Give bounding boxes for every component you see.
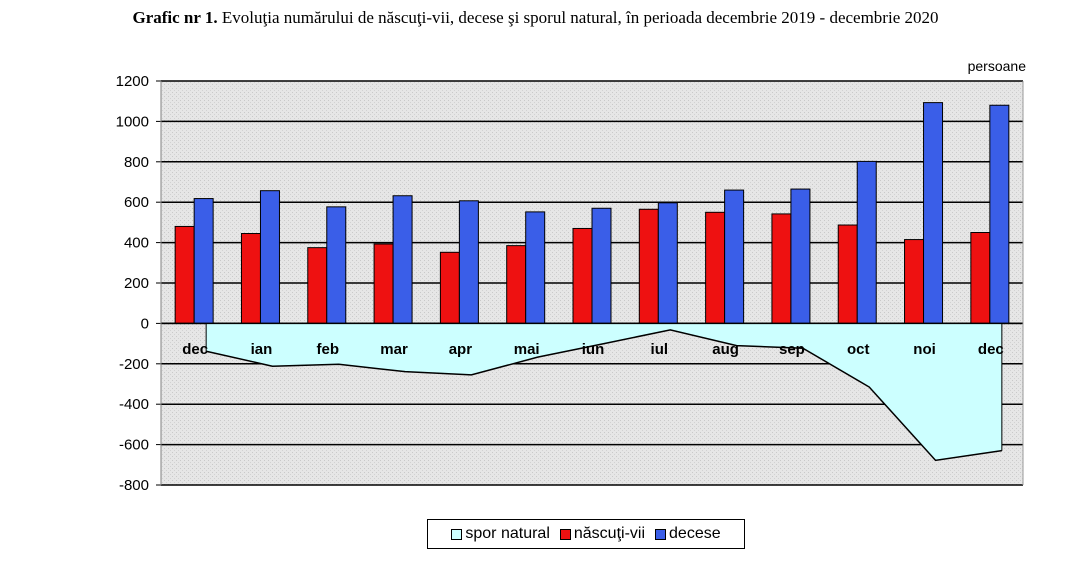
y-tick-label: 400	[124, 235, 149, 252]
bar-decese	[923, 102, 944, 324]
x-tick-label: sep	[779, 341, 805, 358]
bar-decese	[856, 160, 877, 324]
y-tick-label: -800	[119, 477, 149, 494]
y-axis: 1200 1000 800 600 400 200 0 -200 -400 -600 -800	[116, 73, 1024, 494]
bar-nascuti	[904, 239, 925, 324]
y-tick-label: 600	[124, 194, 149, 211]
x-tick-label: mai	[514, 341, 540, 358]
legend-swatch-spor	[451, 528, 463, 540]
chart-title-text: Evoluţia numărului de născuţi-vii, deces…	[221, 8, 939, 27]
bar-series	[161, 102, 1023, 325]
bar-decese	[724, 189, 745, 324]
bar-nascuti	[373, 243, 394, 324]
bar-nascuti	[837, 224, 858, 324]
spor-natural-line	[205, 329, 1002, 462]
legend-item-nascuti: născuţi-vii	[559, 525, 646, 543]
bar-nascuti	[638, 208, 659, 324]
x-tick-label: noi	[913, 341, 936, 358]
bar-decese	[193, 198, 214, 324]
legend-item-decese: decese	[655, 525, 721, 543]
unit-label: persoane	[968, 58, 1027, 74]
x-tick-label: feb	[317, 341, 340, 358]
y-tick-label: -600	[119, 437, 149, 454]
x-tick-label: apr	[449, 341, 473, 358]
x-tick-label: aug	[712, 341, 739, 358]
bar-decese	[326, 206, 347, 324]
bar-decese	[657, 202, 678, 324]
chart-title-bold: Grafic nr 1.	[132, 8, 218, 27]
legend-item-spor: spor natural	[451, 525, 550, 543]
chart-title: Grafic nr 1. Evoluţia numărului de născu…	[0, 8, 1071, 28]
bar-decese	[458, 200, 479, 324]
x-tick-label: ian	[251, 341, 273, 358]
x-axis-labels: dec ian feb mar apr mai iun iul aug sep oct noi dec	[182, 341, 1004, 358]
bar-decese	[591, 207, 612, 324]
y-tick-label: 0	[141, 315, 149, 332]
y-tick-label: -400	[119, 396, 149, 413]
y-tick-label: 1000	[116, 113, 149, 130]
legend-label-spor: spor natural	[465, 525, 550, 542]
bar-nascuti	[771, 213, 792, 324]
bar-decese	[525, 211, 546, 324]
bar-nascuti	[174, 225, 195, 324]
x-tick-label: oct	[847, 341, 870, 358]
x-tick-label: dec	[978, 341, 1004, 358]
legend-swatch-decese	[655, 528, 667, 540]
bar-nascuti	[240, 233, 261, 324]
bar-nascuti	[506, 245, 527, 324]
y-tick-label: 200	[124, 275, 149, 292]
bar-decese	[259, 190, 280, 324]
bar-nascuti	[307, 247, 328, 324]
spor-natural-area	[205, 323, 1003, 462]
y-tick-label: 1200	[116, 73, 149, 90]
y-tick-label: -200	[119, 356, 149, 373]
legend: spor natural născuţi-vii decese	[427, 519, 745, 549]
y-tick-label: 800	[124, 154, 149, 171]
x-tick-label: iul	[651, 341, 669, 358]
bar-decese	[392, 195, 413, 324]
bar-decese	[989, 104, 1010, 324]
bar-nascuti	[572, 227, 593, 324]
legend-label-decese: decese	[669, 525, 721, 542]
bar-decese	[790, 188, 811, 324]
bar-nascuti	[970, 232, 991, 324]
x-tick-label: mar	[380, 341, 408, 358]
bar-nascuti	[439, 251, 460, 324]
legend-swatch-nascuti	[559, 528, 571, 540]
x-tick-label: iun	[582, 341, 605, 358]
x-tick-label: dec	[182, 341, 208, 358]
spor-natural-fill	[206, 323, 1002, 461]
bar-nascuti	[705, 211, 726, 324]
legend-label-nascuti: născuţi-vii	[573, 525, 646, 542]
